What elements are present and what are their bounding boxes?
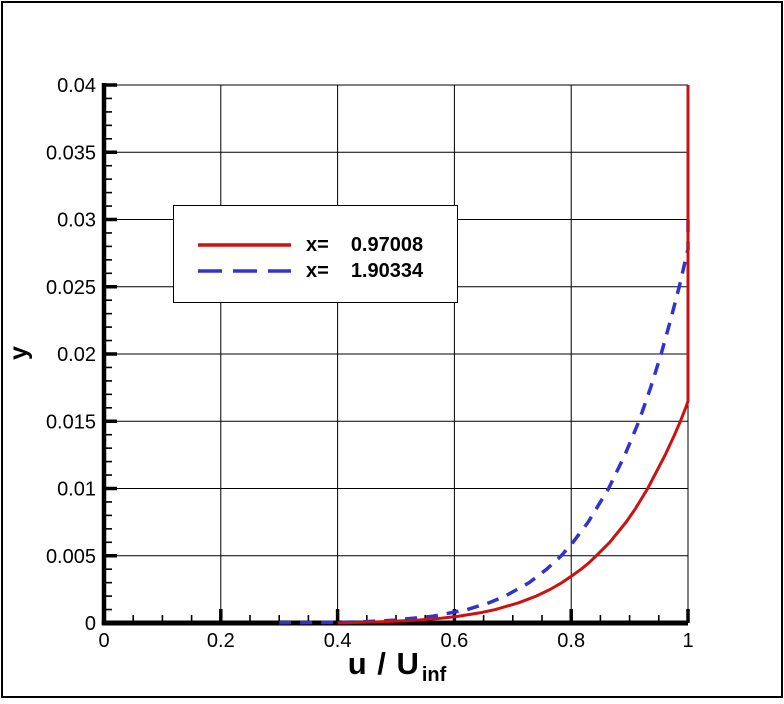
x-axis-title-main: u / U [347,646,420,681]
legend-line-sample-dashed [198,269,291,273]
series-curve-dashed [279,219,690,625]
y-tick-label: 0.035 [46,142,96,164]
y-tick-label: 0.015 [46,411,96,433]
axis-spines [101,83,688,626]
series-curve-solid [337,85,690,625]
x-tick-label: 0 [98,630,109,652]
tick-labels: 0 0.2 0.4 0.6 0.8 1 0 0.005 0.01 0.015 0.02 0.025 0.… [46,75,694,652]
legend-line-sample-solid [198,243,291,247]
legend-label: x= [306,233,329,256]
y-tick-label: 0.03 [57,210,96,232]
legend: x= 0.97008 x= 1.90334 [173,205,458,303]
series-curves [279,85,690,625]
x-tick-label: 0.8 [557,630,585,652]
y-axis-title-text: y [4,346,33,360]
x-tick-label: 0.2 [207,630,235,652]
y-tick-label: 0 [85,613,96,635]
y-tick-label: 0.005 [46,546,96,568]
y-tick-label: 0.04 [57,75,96,97]
y-tick-label: 0.02 [57,344,96,366]
y-tick-label: 0.01 [57,479,96,501]
legend-label: x= [306,259,329,282]
x-tick-label: 1 [682,630,693,652]
gridlines [104,84,689,623]
x-tick-label: 0.6 [440,630,468,652]
x-tick-label: 0.4 [324,630,352,652]
y-tick-label: 0.025 [46,277,96,299]
x-axis-title-subscript: inf [421,664,447,686]
legend-value: 1.90334 [350,259,424,282]
legend-value: 0.97008 [350,233,424,256]
legend-item-1: x= 1.90334 [174,258,457,284]
y-axis-title: y [4,338,34,368]
legend-item-0: x= 0.97008 [174,232,457,258]
